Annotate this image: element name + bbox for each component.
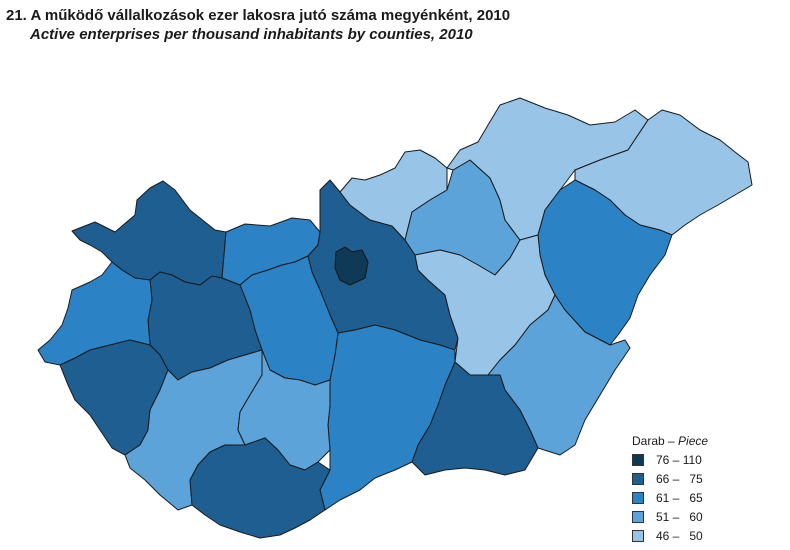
legend-label: 66 – 75 [656,471,703,486]
county-budapest [334,246,369,286]
county-szabolcs [574,109,753,236]
county-gyor-moson-sopron [71,180,227,286]
legend-swatch [632,510,644,523]
legend-label: 46 – 50 [656,528,703,543]
legend-swatch [632,472,644,485]
county-baranya [189,437,331,539]
legend-item: 46 – 50 [632,526,708,545]
legend-label: 51 – 60 [656,509,703,524]
legend-label: 61 – 65 [656,490,703,505]
legend-swatch [632,491,644,504]
legend-label: 76 – 110 [656,452,702,467]
legend-item: 76 – 110 [632,450,708,469]
legend-item: 51 – 60 [632,507,708,526]
legend-item: 66 – 75 [632,469,708,488]
legend: Darab – Piece 76 – 110 66 – 75 61 – 65 5… [632,432,708,545]
legend-swatch [632,453,644,466]
legend-title: Darab – Piece [632,432,708,450]
legend-item: 61 – 65 [632,488,708,507]
county-bekes [487,294,631,456]
legend-title-en: Piece [678,434,709,448]
map-title: 21. A működő vállalkozások ezer lakosra … [6,7,511,24]
legend-title-hu: Darab – [632,434,675,448]
legend-swatch [632,529,644,542]
map-subtitle: Active enterprises per thousand inhabita… [30,26,473,43]
